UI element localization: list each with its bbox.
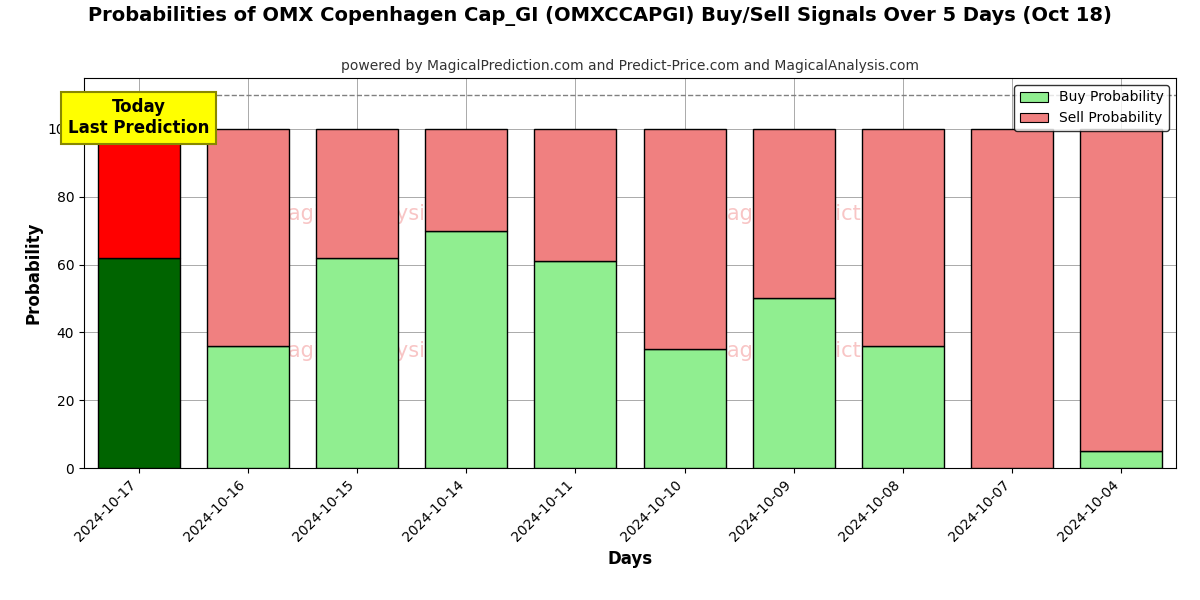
Text: Today
Last Prediction: Today Last Prediction — [68, 98, 209, 137]
Text: MagicalAnalysis.com: MagicalAnalysis.com — [270, 205, 487, 224]
Bar — [206, 129, 289, 346]
Bar — [97, 258, 180, 468]
Bar — [643, 349, 726, 468]
Bar — [971, 129, 1054, 468]
Bar — [862, 129, 944, 346]
Bar — [534, 129, 617, 261]
Bar — [1080, 451, 1163, 468]
Bar — [862, 346, 944, 468]
Text: MagicalAnalysis.com: MagicalAnalysis.com — [270, 341, 487, 361]
Text: MagicalPrediction.com: MagicalPrediction.com — [709, 341, 944, 361]
Bar — [206, 346, 289, 468]
Bar — [752, 129, 835, 298]
Bar — [316, 258, 398, 468]
Bar — [643, 129, 726, 349]
Title: powered by MagicalPrediction.com and Predict-Price.com and MagicalAnalysis.com: powered by MagicalPrediction.com and Pre… — [341, 59, 919, 73]
Bar — [316, 129, 398, 258]
Text: Probabilities of OMX Copenhagen Cap_GI (OMXCCAPGI) Buy/Sell Signals Over 5 Days : Probabilities of OMX Copenhagen Cap_GI (… — [88, 6, 1112, 26]
Bar — [752, 298, 835, 468]
Bar — [425, 230, 508, 468]
Bar — [425, 129, 508, 230]
Bar — [1080, 129, 1163, 451]
X-axis label: Days: Days — [607, 550, 653, 568]
Bar — [534, 261, 617, 468]
Y-axis label: Probability: Probability — [24, 222, 42, 324]
Legend: Buy Probability, Sell Probability: Buy Probability, Sell Probability — [1014, 85, 1169, 131]
Text: MagicalPrediction.com: MagicalPrediction.com — [709, 205, 944, 224]
Bar — [97, 129, 180, 258]
